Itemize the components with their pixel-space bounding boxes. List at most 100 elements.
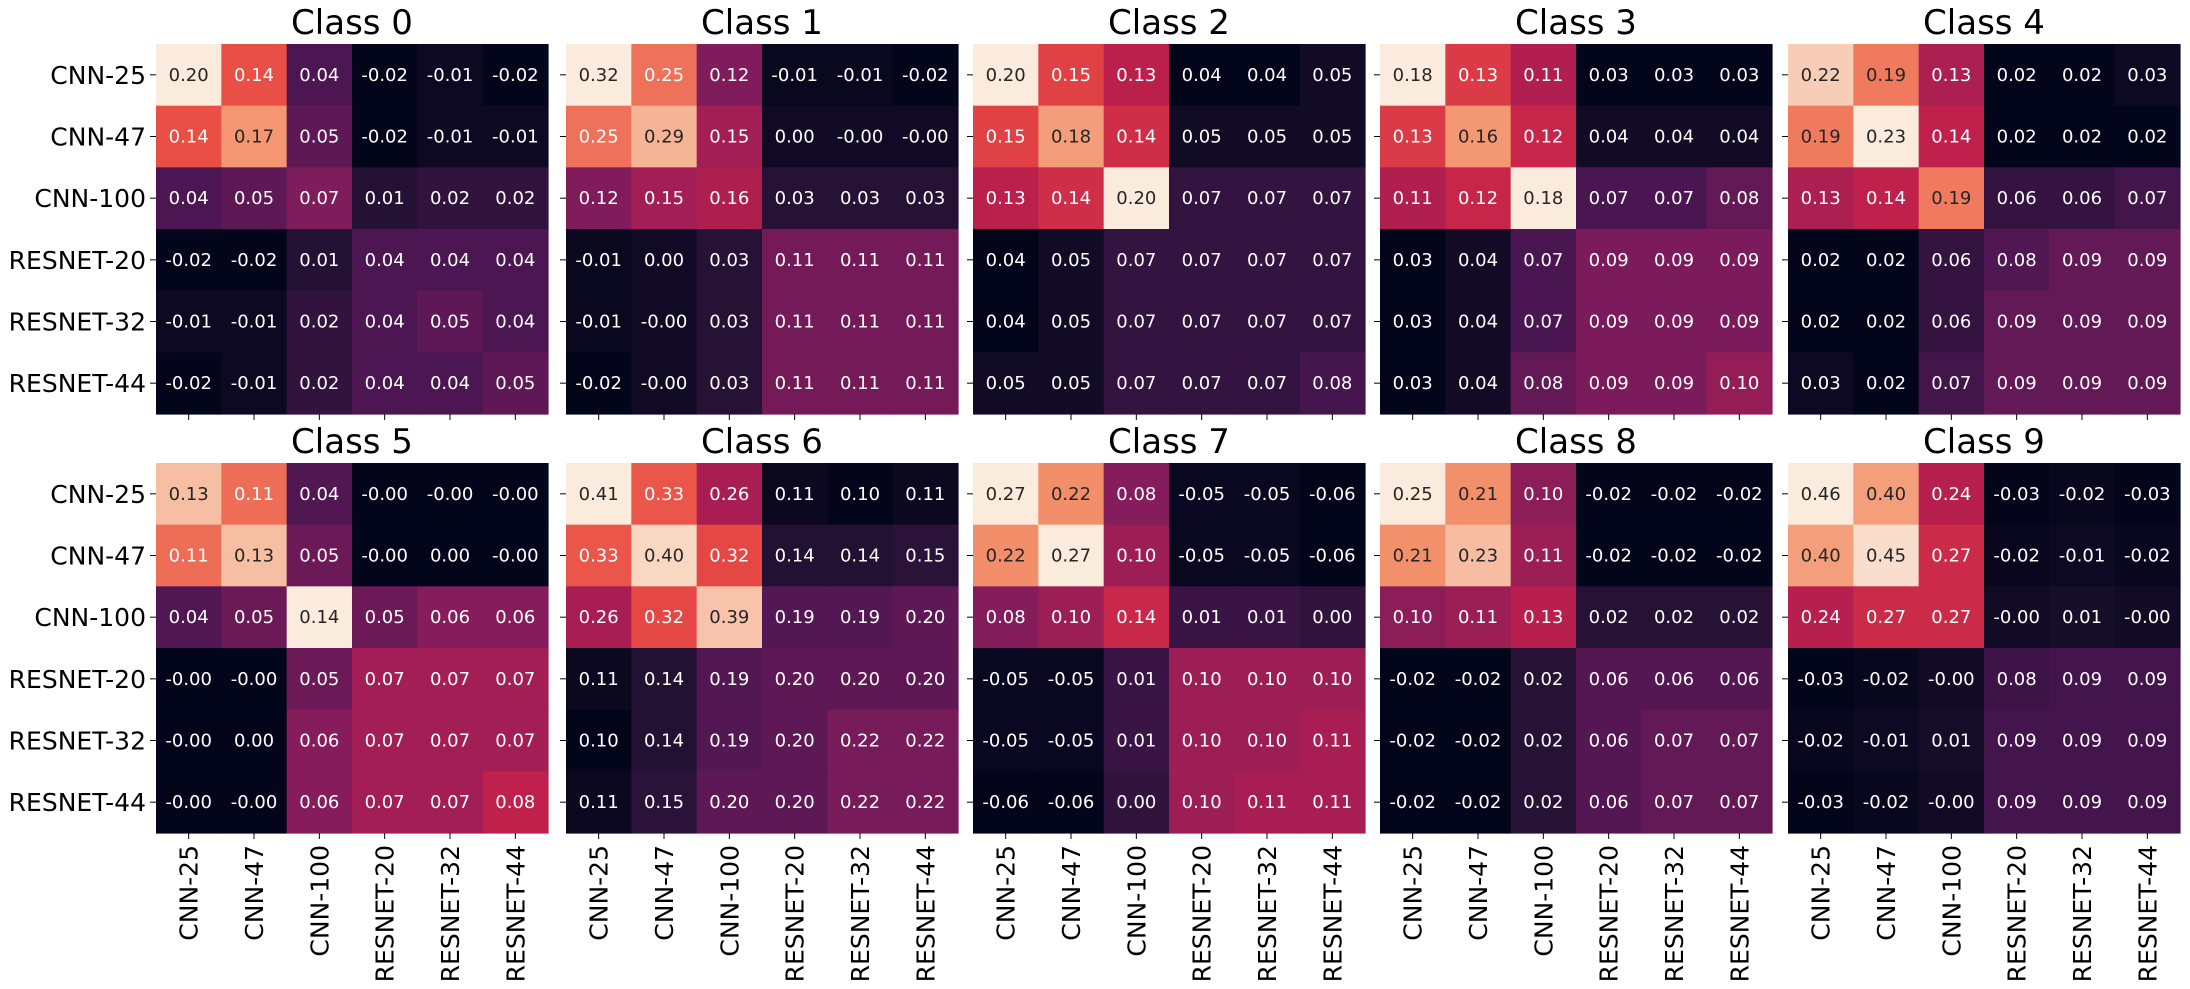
cell-value-label: 0.07 bbox=[1247, 373, 1287, 394]
heatmap-cell bbox=[1984, 463, 2050, 526]
cell-value-label: 0.06 bbox=[1654, 669, 1694, 690]
cell-value-label: 0.03 bbox=[1719, 65, 1759, 86]
x-tick-label: RESNET-44 bbox=[911, 845, 940, 982]
panel-class-5: Class 5 0.13 0.11 0.04 -0.00 -0.00 -0.00 0.11 0.… bbox=[9, 422, 549, 982]
cell-value-label: 0.02 bbox=[1523, 731, 1563, 752]
heatmap-cell bbox=[156, 105, 222, 168]
cell-value-label: 0.10 bbox=[1182, 669, 1222, 690]
cell-value-label: 0.20 bbox=[840, 669, 880, 690]
heatmap-cell bbox=[566, 44, 632, 107]
cell-value-label: 0.19 bbox=[1931, 188, 1971, 209]
heatmap-cell bbox=[1510, 463, 1577, 526]
heatmap-cell bbox=[2114, 524, 2181, 587]
y-tick-label: CNN-47 bbox=[50, 123, 146, 152]
heatmap-cell bbox=[1576, 586, 1642, 649]
cell-value-label: 0.10 bbox=[1182, 792, 1222, 813]
cell-value-label: 0.06 bbox=[1997, 188, 2037, 209]
cell-value-label: 0.25 bbox=[1393, 484, 1433, 505]
panel-class-8: Class 8 0.25 0.21 0.10 -0.02 -0.02 -0.02 0.21 0.… bbox=[1374, 422, 1773, 982]
cell-value-label: 0.13 bbox=[1458, 65, 1498, 86]
heatmap-cell bbox=[827, 290, 894, 353]
cell-value-label: 0.09 bbox=[2062, 669, 2102, 690]
panel-title: Class 4 bbox=[1923, 3, 2045, 43]
heatmap-cell bbox=[1510, 524, 1577, 587]
heatmap-cell bbox=[2114, 44, 2181, 107]
heatmap-cell bbox=[1038, 463, 1105, 526]
heatmap-cell bbox=[696, 290, 763, 353]
heatmap-cell bbox=[1706, 44, 1773, 107]
cell-value-label: -0.00 bbox=[231, 792, 278, 813]
heatmap-cell bbox=[482, 586, 549, 649]
cell-value-label: 0.11 bbox=[905, 250, 945, 271]
heatmap-cell bbox=[2049, 167, 2116, 230]
cell-value-label: -0.05 bbox=[982, 731, 1029, 752]
heatmap-cell bbox=[892, 105, 959, 168]
heatmap-cell bbox=[1380, 44, 1446, 107]
cell-value-label: 0.22 bbox=[905, 792, 945, 813]
heatmap-cell bbox=[892, 524, 959, 587]
heatmap-cell bbox=[1706, 524, 1773, 587]
heatmap-cell bbox=[1853, 709, 1920, 772]
heatmap-cell bbox=[762, 648, 828, 711]
heatmap-cell bbox=[892, 44, 959, 107]
cell-value-label: 0.09 bbox=[1719, 250, 1759, 271]
heatmap-cell bbox=[1510, 352, 1577, 415]
x-tick-label: CNN-47 bbox=[240, 845, 269, 941]
heatmap-cell bbox=[892, 586, 959, 649]
cell-value-label: 0.22 bbox=[1801, 65, 1841, 86]
cell-value-label: 0.02 bbox=[1589, 607, 1629, 628]
heatmap-cell bbox=[417, 229, 484, 292]
heatmap-cell bbox=[696, 229, 763, 292]
heatmap-cell bbox=[1641, 105, 1708, 168]
heatmap-cell bbox=[1445, 352, 1512, 415]
cell-value-label: -0.02 bbox=[231, 250, 278, 271]
x-tick-label: CNN-100 bbox=[715, 845, 744, 957]
cell-value-label: 0.12 bbox=[1523, 127, 1563, 148]
heatmap-cell bbox=[827, 229, 894, 292]
y-tick-label: RESNET-44 bbox=[9, 788, 146, 817]
heatmap-cell bbox=[286, 167, 353, 230]
cell-value-label: 0.00 bbox=[1116, 792, 1156, 813]
cell-value-label: 0.00 bbox=[775, 127, 815, 148]
heatmap-cell bbox=[1103, 44, 1170, 107]
cell-value-label: 0.00 bbox=[644, 250, 684, 271]
heatmap-cell bbox=[156, 524, 222, 587]
cell-value-label: 0.15 bbox=[986, 127, 1026, 148]
heatmap-cell bbox=[1380, 586, 1446, 649]
x-tick-label: CNN-100 bbox=[1937, 845, 1966, 957]
heatmap-cell bbox=[221, 524, 288, 587]
cell-value-label: 0.01 bbox=[365, 188, 405, 209]
cell-value-label: -0.01 bbox=[2059, 546, 2106, 567]
heatmap-cell bbox=[631, 44, 698, 107]
heatmap-cell bbox=[1788, 44, 1854, 107]
cell-value-label: 0.07 bbox=[1931, 373, 1971, 394]
x-tick-label: CNN-47 bbox=[1872, 845, 1901, 941]
x-tick-label: CNN-25 bbox=[1399, 845, 1428, 941]
heatmap-cell bbox=[221, 229, 288, 292]
heatmap-cell bbox=[827, 524, 894, 587]
cell-value-label: 0.06 bbox=[1589, 792, 1629, 813]
heatmap-cell bbox=[1641, 352, 1708, 415]
heatmap-cell bbox=[1918, 524, 1985, 587]
panel-class-7: Class 7 0.27 0.22 0.08 -0.05 -0.05 -0.06 0.22 0.… bbox=[967, 422, 1366, 982]
heatmap-cell bbox=[1706, 352, 1773, 415]
heatmap-cell bbox=[1234, 524, 1301, 587]
heatmap-cell bbox=[566, 709, 632, 772]
heatmap-cell bbox=[1038, 44, 1105, 107]
cell-value-label: 0.14 bbox=[234, 65, 274, 86]
cell-value-label: 0.04 bbox=[986, 250, 1026, 271]
heatmap-cell bbox=[1984, 290, 2050, 353]
cell-value-label: 0.05 bbox=[1051, 250, 1091, 271]
heatmap-cell bbox=[482, 290, 549, 353]
heatmap-cell bbox=[417, 44, 484, 107]
cell-value-label: -0.00 bbox=[231, 669, 278, 690]
cell-value-label: 0.09 bbox=[1997, 312, 2037, 333]
x-tick-label: RESNET-32 bbox=[1253, 845, 1282, 982]
heatmap-cell bbox=[973, 352, 1039, 415]
heatmap-cell bbox=[566, 105, 632, 168]
cell-value-label: 0.04 bbox=[495, 312, 535, 333]
cell-value-label: 0.05 bbox=[986, 373, 1026, 394]
heatmap-cell bbox=[221, 352, 288, 415]
cell-value-label: -0.02 bbox=[361, 65, 408, 86]
cell-value-label: 0.11 bbox=[775, 373, 815, 394]
